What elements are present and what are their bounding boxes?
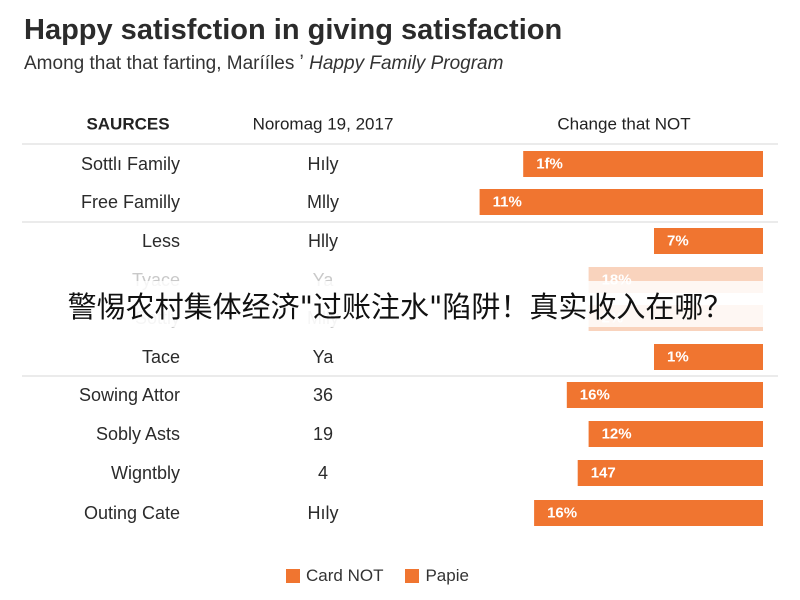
row-value: Hıly bbox=[308, 503, 339, 523]
chart-title: Happy satisfction in giving satisfaction bbox=[24, 14, 563, 46]
row-label: Sottlı Family bbox=[81, 154, 180, 174]
legend: Card NOT Papie bbox=[286, 566, 469, 586]
overlay-caption: 警惕农村集体经济"过账注水"陷阱！真实收入在哪？ bbox=[67, 290, 733, 324]
bar bbox=[654, 344, 763, 370]
bar bbox=[654, 228, 763, 254]
row-label: Free Familly bbox=[81, 192, 180, 212]
row-value: 36 bbox=[313, 385, 333, 405]
legend-label: Papie bbox=[425, 566, 469, 585]
caption-backdrop bbox=[0, 281, 800, 327]
row-label: Tace bbox=[142, 347, 180, 367]
column-header-date: Noromag 19, 2017 bbox=[253, 115, 394, 134]
row-label: Sobly Asts bbox=[96, 424, 180, 444]
row-value: Mlly bbox=[307, 192, 339, 212]
bar-label: 12% bbox=[602, 426, 632, 443]
row-label: Outing Cate bbox=[84, 503, 180, 523]
bar-label: 1f% bbox=[536, 156, 563, 173]
bar bbox=[588, 421, 763, 447]
row-value: 19 bbox=[313, 424, 333, 444]
row-label: Sowing Attor bbox=[79, 385, 180, 405]
bar-label: 11% bbox=[493, 194, 522, 211]
bar-label: 1% bbox=[667, 349, 689, 366]
bar-label: 16% bbox=[580, 387, 610, 404]
row-value: 4 bbox=[318, 463, 328, 483]
row-label: Wigntbly bbox=[111, 463, 180, 483]
column-header-change: Change that NOT bbox=[557, 115, 690, 134]
row-value: Hıly bbox=[308, 154, 339, 174]
bar-label: 16% bbox=[547, 505, 577, 522]
legend-label: Card NOT bbox=[306, 566, 384, 585]
bar bbox=[566, 382, 763, 408]
bar bbox=[479, 189, 763, 215]
legend-swatch bbox=[286, 569, 300, 583]
bar bbox=[577, 460, 763, 486]
legend-swatch bbox=[405, 569, 420, 583]
bar bbox=[534, 500, 763, 526]
column-header-sources: SAURCES bbox=[86, 115, 169, 134]
bar-label: 147 bbox=[591, 465, 616, 482]
bar-label: 7% bbox=[667, 233, 689, 250]
legend-item-card-not: Card NOT bbox=[286, 566, 383, 586]
bar bbox=[523, 151, 763, 177]
row-value: Hlly bbox=[308, 231, 338, 251]
row-label: Less bbox=[142, 231, 180, 251]
legend-item-papie: Papie bbox=[405, 566, 469, 586]
chart-subtitle: Among that that farting, Marííles ʼ Happ… bbox=[24, 53, 504, 74]
row-value: Ya bbox=[313, 347, 335, 367]
